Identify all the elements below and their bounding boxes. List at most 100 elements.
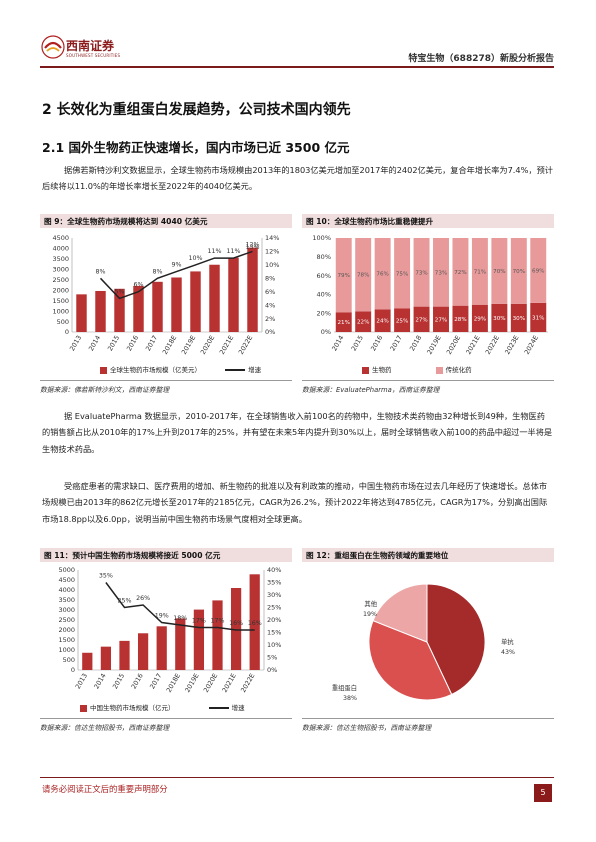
figure-9-source: 数据来源：佛若斯特沙利文，西南证券整理	[40, 385, 170, 394]
bar	[209, 264, 220, 332]
bar-label-chem: 69%	[532, 268, 544, 274]
y-tick-label-left: 2000	[52, 286, 69, 294]
legend-bar-swatch	[100, 366, 107, 374]
y-tick-label-right: 6%	[265, 288, 275, 296]
figure-11-legend: 中国生物药市场规模（亿元） 增速	[40, 702, 292, 716]
pie-slice-label: 其他 19%	[363, 599, 378, 618]
bar-label-bio: 21%	[338, 320, 350, 326]
bar	[133, 285, 144, 332]
logo-en-text: SOUTHWEST SECURITIES	[66, 53, 121, 58]
x-tick-label: 2022E	[484, 334, 501, 356]
section-title: 2 长效化为重组蛋白发展趋势，公司技术国内领先	[42, 102, 351, 118]
paragraph-2-text: 据 EvaluatePharma 数据显示，2010-2017年，在全球销售收入…	[42, 411, 553, 454]
y-tick-label-right: 30%	[267, 591, 281, 599]
bar-label-chem: 70%	[493, 269, 505, 275]
legend-line-swatch	[208, 707, 229, 709]
bar-segment-chem	[394, 238, 411, 309]
x-tick-label: 2021E	[464, 334, 481, 356]
bar-label-bio: 30%	[513, 316, 525, 322]
figure-9-title: 图 9：全球生物药市场规模将达到 4040 亿美元	[40, 214, 292, 228]
x-tick-label: 2018	[408, 334, 423, 352]
x-tick-label: 2017	[148, 672, 163, 690]
x-tick-label: 2022E	[239, 672, 256, 694]
y-tick-label-left: 500	[63, 656, 75, 664]
figure-12: 图 12：重组蛋白在生物药领域的重要地位 单抗 43% 重组蛋白 38% 其他 19% 数…	[302, 548, 554, 732]
growth-data-label: 11%	[227, 248, 241, 255]
x-tick-label: 2015	[106, 334, 121, 352]
pie-slice	[368, 620, 453, 701]
y-tick-label-left: 1500	[58, 636, 75, 644]
y-tick-label-left: 0	[71, 666, 75, 674]
x-tick-label: 2024E	[523, 334, 540, 356]
x-tick-label: 2014	[87, 334, 102, 352]
y-tick-label-right: 8%	[265, 274, 275, 282]
bar-segment-chem	[433, 238, 449, 307]
bar-label-bio: 27%	[415, 317, 427, 323]
bar	[249, 574, 260, 670]
bar-label-chem: 71%	[474, 269, 486, 275]
y-tick-label-right: 35%	[267, 579, 281, 587]
y-tick-label-right: 20%	[267, 616, 281, 624]
growth-data-label: 13%	[246, 244, 260, 251]
bar-label-bio: 22%	[357, 320, 369, 326]
figure-9-legend: 全球生物药市场规模（亿美元） 增速	[40, 364, 292, 378]
figure-12-source-divider	[302, 718, 554, 719]
bar-label-chem: 70%	[513, 269, 525, 275]
bar-segment-chem	[510, 238, 527, 304]
y-tick-label-left: 2000	[58, 626, 75, 634]
pie-slice-label: 重组蛋白 38%	[332, 683, 357, 702]
bar-segment-bio	[433, 306, 449, 332]
bar-segment-chem	[413, 238, 430, 307]
bar	[190, 271, 201, 332]
y-tick-label-left: 2500	[58, 616, 75, 624]
x-tick-label: 2020E	[445, 334, 462, 356]
bar-segment-bio	[452, 305, 469, 332]
report-title: 特宝生物（688278）新股分析报告	[408, 54, 554, 64]
y-tick-label-left: 500	[57, 318, 69, 326]
x-tick-label: 2021E	[218, 334, 235, 356]
growth-data-label: 5%	[115, 288, 125, 295]
x-tick-label: 2018E	[161, 334, 178, 356]
x-tick-label: 2016	[130, 672, 145, 690]
figure-10-source-divider	[302, 380, 554, 381]
bar	[119, 640, 130, 670]
y-tick-label-left: 4000	[52, 245, 69, 253]
legend-chem-label: 传统化药	[445, 366, 472, 374]
y-tick-label-right: 5%	[267, 654, 277, 662]
bar	[193, 609, 205, 670]
growth-data-label: 35%	[99, 573, 113, 580]
header-divider	[40, 66, 554, 68]
growth-line	[99, 250, 253, 300]
y-tick-label-left: 4000	[58, 586, 75, 594]
bar-label-chem: 79%	[338, 273, 350, 279]
figure-10-chart: 0% 20% 40% 60% 80% 100% 21% 79% 2014 22% 78% 2015 24…	[312, 234, 548, 356]
bar	[137, 633, 149, 670]
growth-line	[105, 582, 255, 631]
bar-segment-chem	[355, 238, 372, 312]
y-tick-label: 60%	[317, 272, 331, 280]
bar	[100, 646, 112, 670]
bar-label-bio: 24%	[376, 319, 388, 325]
y-tick-label: 0%	[321, 328, 331, 336]
figure-12-source: 数据来源：信达生物招股书，西南证券整理	[302, 723, 432, 732]
y-tick-label-right: 12%	[265, 248, 279, 256]
growth-data-label: 26%	[136, 595, 150, 602]
bar	[228, 257, 239, 332]
y-tick-label-right: 0%	[265, 328, 275, 336]
bar-segment-bio	[510, 303, 527, 332]
legend-line-label: 增速	[231, 704, 245, 712]
bar-segment-bio	[335, 312, 352, 332]
growth-data-label: 16%	[229, 620, 243, 627]
figure-11-source: 数据来源：信达生物招股书，西南证券整理	[40, 723, 170, 732]
bar-segment-bio	[491, 303, 508, 332]
growth-data-label: 12%	[246, 241, 260, 248]
bar	[156, 626, 167, 670]
y-tick-label-right: 40%	[267, 566, 281, 574]
y-tick-label: 20%	[317, 309, 331, 317]
x-tick-label: 2019E	[183, 672, 200, 694]
footer-notice: 请务必阅读正文后的重要声明部分	[42, 784, 168, 794]
y-tick-label-left: 1500	[52, 297, 69, 305]
bar	[82, 652, 93, 670]
y-tick-label-right: 15%	[267, 629, 281, 637]
growth-data-label: 9%	[172, 262, 182, 269]
